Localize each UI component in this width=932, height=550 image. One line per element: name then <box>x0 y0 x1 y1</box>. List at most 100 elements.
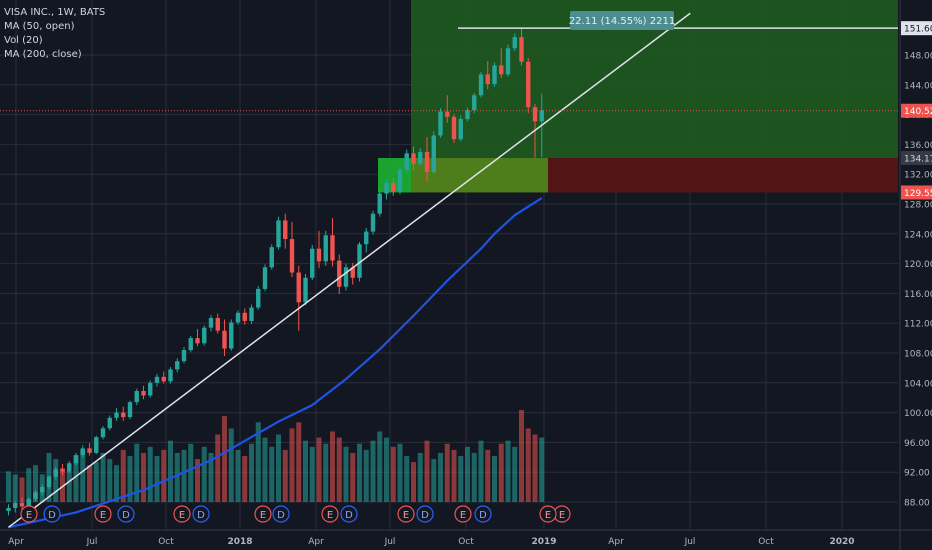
ma200-legend[interactable]: MA (200, close) <box>4 49 82 60</box>
candle-body <box>127 402 133 418</box>
candles <box>6 28 544 516</box>
position-label[interactable]: 22.11 (14.55%) 2211 <box>569 11 675 30</box>
volume-bar <box>478 440 484 502</box>
volume-bar <box>127 456 133 502</box>
price-tick-label: 128.00 <box>904 201 932 211</box>
volume-bar <box>525 428 531 502</box>
ma200-line <box>8 197 543 529</box>
dividend-marker <box>43 505 61 523</box>
candle-body <box>465 110 470 120</box>
volume-bar <box>357 443 362 502</box>
time-tick-label: Jul <box>384 537 396 547</box>
candle-body <box>26 499 31 507</box>
volume-bar <box>350 452 356 502</box>
candle-body <box>445 111 450 117</box>
earnings-marker <box>539 505 557 523</box>
earnings-marker-label: E <box>100 510 106 521</box>
volume-bar <box>215 434 221 502</box>
price-tick-label: 112.00 <box>904 320 932 330</box>
dividend-marker-label: D <box>479 510 487 521</box>
candle-body <box>438 111 443 136</box>
price-tick-label: 96.00 <box>904 439 930 449</box>
volume-bar <box>100 452 106 502</box>
dividend-marker-label: D <box>277 510 285 521</box>
candle-body <box>33 492 38 500</box>
candle-body <box>492 65 497 85</box>
volume-bar <box>512 446 518 502</box>
volume-bar <box>114 465 119 502</box>
time-tick-label: Jul <box>86 537 98 547</box>
volume-bar <box>12 474 18 502</box>
volume-bar <box>296 422 302 502</box>
candle-body <box>87 448 92 453</box>
earnings-marker <box>173 505 191 523</box>
volume-bar <box>438 452 443 502</box>
trend-line[interactable] <box>8 12 691 528</box>
volume-bar <box>336 437 342 502</box>
volume-bar <box>6 471 11 502</box>
candle-body <box>60 469 65 472</box>
volume-bar <box>228 428 234 502</box>
volume-bar <box>363 449 369 502</box>
volume-bar <box>87 465 92 502</box>
candle-body <box>539 110 544 122</box>
candle-body <box>526 61 531 108</box>
candle-body <box>512 37 517 49</box>
candle-body <box>107 417 112 429</box>
candle-body <box>296 272 301 303</box>
candle-body <box>303 277 308 303</box>
candle-body <box>397 169 403 192</box>
volume-bar <box>471 452 477 502</box>
symbol-line[interactable]: VISA INC., 1W, BATS <box>4 7 106 18</box>
ma50-legend[interactable]: MA (50, open) <box>4 21 75 32</box>
volume-bar <box>458 456 464 502</box>
volume-bar <box>80 449 86 502</box>
candle-body <box>67 463 72 472</box>
time-tick-label: 2018 <box>227 537 252 547</box>
price-tick-label: 108.00 <box>904 350 932 360</box>
candle-body <box>411 153 416 164</box>
candle-body <box>134 390 139 403</box>
price-tick-label: 88.00 <box>904 499 930 509</box>
volume-legend[interactable]: Vol (20) <box>4 35 43 46</box>
time-tick-label: Apr <box>608 537 624 547</box>
price-axis[interactable]: 88.00 92.00 96.00 100.00 104.00 108.00 112.00 1… <box>899 0 932 550</box>
volume-bar <box>208 452 214 502</box>
candle-body <box>100 428 106 438</box>
time-tick-label: 2020 <box>829 537 854 547</box>
volume-bar <box>532 434 538 502</box>
earnings-marker-label: E <box>403 510 409 521</box>
earnings-marker <box>20 505 38 523</box>
volume-bar <box>303 440 308 502</box>
volume-bar <box>107 459 113 502</box>
candle-body <box>451 116 457 140</box>
volume-bar <box>377 431 383 502</box>
candle-body <box>330 235 335 261</box>
candle-body <box>229 322 234 349</box>
candle-body <box>53 469 58 477</box>
event-markers[interactable]: E D E D E D E D E D E D E D EE <box>20 505 571 523</box>
volume-bar <box>505 440 511 502</box>
volume-bar <box>485 449 491 502</box>
time-axis[interactable]: Apr Jul Oct 2018 Apr Jul Oct 2019 Apr Jul Oct 2020 <box>0 529 932 547</box>
candle-body <box>19 502 25 507</box>
volume-bar <box>276 434 281 502</box>
dividend-marker-label: D <box>421 510 429 521</box>
candle-body <box>316 248 322 262</box>
candle-body <box>458 119 463 140</box>
price-tick-label: 124.00 <box>904 230 932 240</box>
candle-body <box>121 412 126 418</box>
candle-body <box>141 390 146 396</box>
volume-bar <box>73 456 79 502</box>
candle-body <box>6 507 11 511</box>
volume-bar <box>465 446 470 502</box>
volume-bar <box>539 437 545 502</box>
dividend-marker <box>474 505 492 523</box>
candle-body <box>310 248 315 278</box>
candle-body <box>161 376 166 382</box>
dividend-marker-label: D <box>48 510 56 521</box>
candle-body <box>472 95 477 111</box>
earnings-marker <box>321 505 339 523</box>
volume-bar <box>309 446 315 502</box>
